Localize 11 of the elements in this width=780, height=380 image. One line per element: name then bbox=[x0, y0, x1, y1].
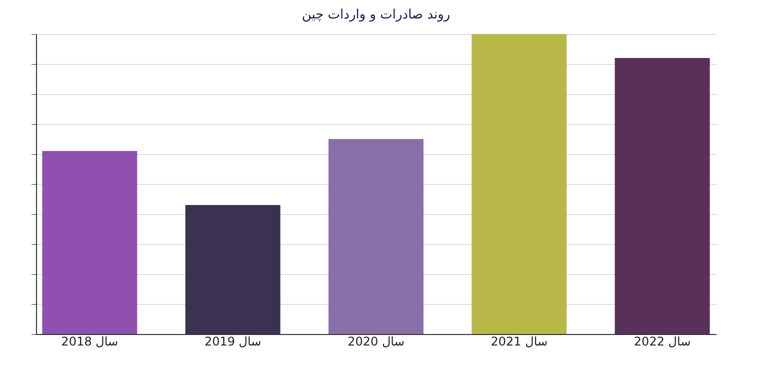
x-tick-label: سال 2022 bbox=[634, 334, 691, 348]
bar bbox=[42, 151, 138, 334]
bar bbox=[614, 58, 710, 334]
x-tick-label: سال 2018 bbox=[61, 334, 118, 348]
bar bbox=[185, 205, 280, 334]
x-tick-label: سال 2021 bbox=[490, 334, 548, 348]
bar bbox=[328, 139, 424, 334]
bar bbox=[472, 34, 567, 334]
x-tick-label: سال 2019 bbox=[204, 334, 262, 348]
chart-title: روند صادرات و واردات چین bbox=[302, 8, 450, 22]
x-tick-label: سال 2020 bbox=[348, 334, 404, 348]
